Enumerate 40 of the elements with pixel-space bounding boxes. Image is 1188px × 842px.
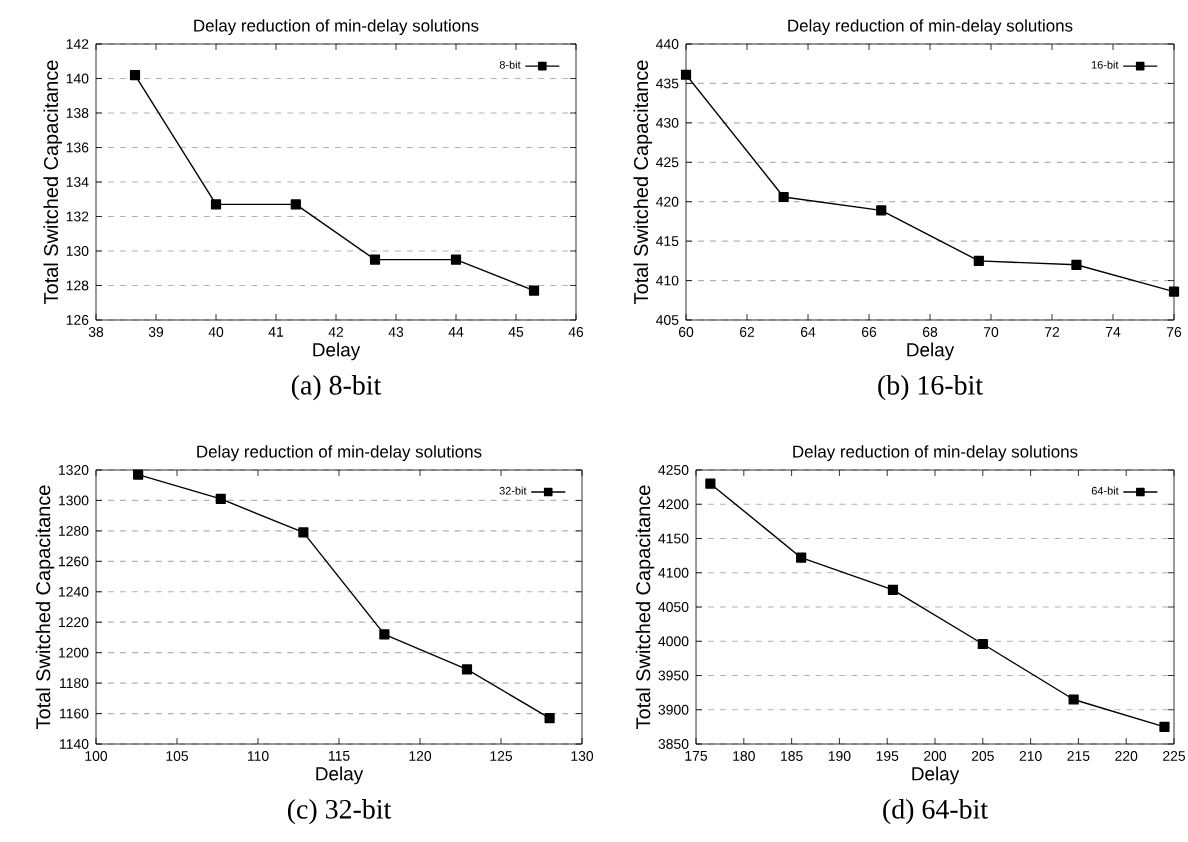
point [290,199,301,210]
text: (a) 8-bit [291,375,382,401]
y-axis-title: Total Switched Capacitance [43,60,63,304]
point [369,254,381,265]
point [680,69,692,80]
text: (c) 32-bit [287,799,392,825]
point [977,638,988,650]
point [705,478,716,489]
point [796,552,807,563]
point [1168,286,1180,297]
point [887,584,899,595]
point [450,254,462,265]
chart-title: Delay reduction of min-delay solutions [194,19,479,35]
point [1071,259,1082,270]
point [1159,721,1170,732]
y-axis-title: Total Switched Capacitance [633,60,653,304]
x-axis-title: Delay [316,766,364,785]
x-axis-title: Delay [907,342,955,361]
point [528,285,540,296]
point [298,527,309,538]
point [876,205,887,216]
point [1068,694,1079,705]
point [129,69,141,81]
chart-title: Delay reduction of min-delay solutions [793,445,1078,461]
point [973,255,984,266]
point [544,713,555,724]
x-axis-title: Delay [313,342,361,361]
chart-title: Delay reduction of min-delay solutions [197,445,482,461]
point [461,664,473,675]
x-axis-title: Delay [912,766,960,785]
point [215,493,226,505]
point [379,629,390,640]
text: (d) 64-bit [883,799,988,825]
text: (b) 16-bit [878,375,983,401]
point [778,191,789,203]
chart-title: Delay reduction of min-delay solutions [788,19,1073,35]
y-axis-title: Total Switched Capacitance [35,485,55,729]
point [133,469,144,480]
point [210,199,222,210]
y-axis-title: Total Switched Capacitance [635,485,655,729]
